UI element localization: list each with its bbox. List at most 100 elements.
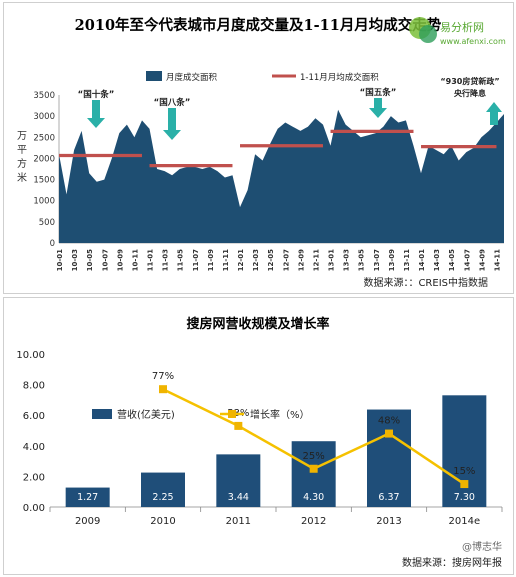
x-tick-label: 13-03 (343, 249, 351, 272)
y-label-char: 万 (17, 131, 27, 142)
x-tick-label: 10-07 (101, 249, 109, 272)
bar-value-label: 2.25 (152, 492, 173, 503)
x-tick-label: 2013 (376, 516, 401, 527)
annotation-label: “国五条” (360, 87, 397, 98)
y-tick-label: 1000 (33, 197, 55, 207)
x-tick-label: 12-11 (312, 249, 320, 272)
legend-swatch-area (146, 71, 162, 81)
x-tick-label: 13-09 (388, 249, 396, 272)
y-tick-label: 1500 (33, 176, 55, 186)
growth-value-label: 48% (378, 416, 400, 427)
x-tick-label: 12-01 (237, 249, 245, 272)
x-tick-label: 12-07 (282, 249, 290, 272)
y-tick-label: 2500 (33, 133, 55, 143)
chart-title-bottom: 搜房网营收规模及增长率 (186, 316, 329, 332)
bar (216, 454, 261, 507)
y-label-char: 平 (17, 145, 27, 156)
signature-watermark: @博志华 (462, 540, 502, 553)
bar (442, 395, 487, 507)
x-tick-label: 10-11 (131, 249, 139, 272)
bar (65, 487, 110, 507)
policy-arrow-down-icon (163, 108, 181, 140)
bar (367, 409, 411, 507)
legend-label-revenue: 营收(亿美元) (117, 408, 175, 421)
source-note-bottom: 数据来源：搜房网年报 (402, 556, 502, 569)
y-tick-label: 0.00 (23, 503, 45, 514)
y-tick-label: 6.00 (23, 411, 45, 422)
bar (291, 441, 336, 507)
bar-value-label: 4.30 (303, 492, 324, 503)
policy-arrow-up-icon (486, 102, 502, 125)
x-tick-label: 11-05 (177, 249, 185, 272)
series-area-monthly (59, 109, 504, 243)
bar-value-label: 7.30 (454, 492, 475, 503)
growth-marker (460, 480, 469, 489)
x-tick-label: 13-07 (373, 249, 381, 272)
source-note-top: 数据来源：：CREIS中指数据 (363, 276, 488, 289)
x-tick-label: 11-09 (207, 249, 215, 272)
x-tick-label: 10-01 (56, 249, 64, 272)
y-tick-label: 3500 (33, 91, 55, 101)
chart-title-top: 2010年至今代表城市月度成交量及1-11月月均成交走势 (75, 16, 442, 34)
growth-marker (385, 429, 393, 438)
annotation-label: “国八条” (154, 97, 191, 108)
bar-value-label: 3.44 (228, 492, 249, 503)
annotation-label: “930房贷新政” (440, 76, 499, 86)
x-tick-label: 11-07 (192, 249, 200, 272)
y-tick-label: 2.00 (23, 472, 45, 483)
growth-marker (309, 464, 318, 473)
y-tick-label: 4.00 (23, 442, 45, 453)
x-tick-label: 2009 (75, 516, 100, 527)
bar (141, 472, 185, 507)
x-tick-label: 2012 (301, 516, 326, 527)
legend-swatch-revenue (92, 409, 112, 419)
legend-marker-growth (228, 410, 236, 418)
y-tick-label: 10.00 (16, 350, 45, 361)
x-tick-label: 13-05 (358, 249, 366, 272)
bar-chart: 搜房网营收规模及增长率 0.00 2.00 4.00 6.00 8.00 10.00 2009… (16, 316, 503, 569)
x-tick-label: 2010 (150, 516, 175, 527)
bar-value-label: 6.37 (378, 492, 399, 503)
y-tick-label: 2000 (33, 154, 55, 164)
y-label-char: 方 (17, 157, 27, 170)
growth-marker (234, 421, 243, 430)
watermark-logo: 易分析网 www.afenxi.com (406, 14, 506, 50)
legend-label-avg: 1-11月月均成交面积 (300, 72, 379, 83)
watermark-brand: 易分析网 (440, 20, 484, 34)
policy-arrow-down-icon (369, 98, 387, 118)
x-tick-label: 2014e (449, 516, 481, 527)
afenxi-logo-icon: 易分析网 www.afenxi.com (409, 17, 506, 46)
growth-marker (159, 385, 167, 394)
y-tick-label: 500 (39, 218, 55, 228)
annotation-label: “国十条” (78, 89, 115, 100)
x-tick-label: 12-05 (267, 249, 275, 272)
y-tick-label: 3000 (33, 112, 55, 122)
top-chart-panel: 2010年至今代表城市月度成交量及1-11月月均成交走势 0 500 1000 1500… (3, 2, 514, 294)
x-tick-label: 11-03 (162, 249, 170, 272)
x-tick-label: 14-09 (478, 249, 486, 272)
x-tick-label: 14-03 (433, 249, 441, 272)
policy-arrow-down-icon (87, 100, 105, 128)
bottom-chart-panel: 搜房网营收规模及增长率 0.00 2.00 4.00 6.00 8.00 10.00 2009… (3, 297, 514, 575)
x-tick-label: 10-09 (116, 249, 124, 272)
x-tick-label: 14-05 (448, 249, 456, 272)
watermark-url: www.afenxi.com (440, 37, 506, 46)
x-tick-label: 12-03 (252, 249, 260, 272)
bar-value-label: 1.27 (77, 492, 98, 503)
y-label-char: 米 (17, 171, 27, 184)
x-tick-label: 10-05 (86, 249, 94, 272)
y-tick-label: 0 (50, 239, 55, 249)
x-tick-label: 14-07 (463, 249, 471, 272)
x-tick-label: 2011 (226, 516, 251, 527)
x-tick-label: 10-03 (71, 249, 79, 272)
annotation-label: 央行降息 (454, 88, 486, 98)
x-tick-label: 13-01 (328, 249, 336, 272)
x-tick-label: 12-09 (297, 249, 305, 272)
x-tick-label: 13-11 (403, 249, 411, 272)
x-tick-label: 11-11 (222, 249, 230, 272)
growth-value-label: 15% (453, 466, 475, 477)
growth-value-label: 77% (152, 371, 174, 382)
legend-label-area: 月度成交面积 (166, 72, 218, 83)
growth-value-label: 25% (303, 451, 325, 462)
